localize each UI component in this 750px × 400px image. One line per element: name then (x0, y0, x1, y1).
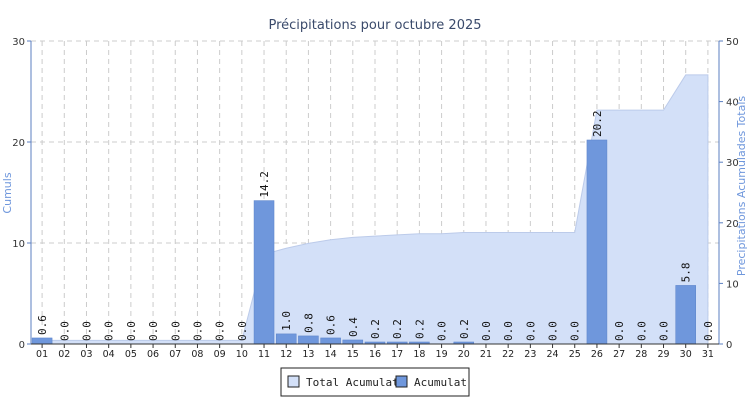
data-label-day-27: 0.0 (613, 321, 626, 341)
x-tick-label: 09 (214, 349, 226, 360)
data-label-day-07: 0.0 (169, 321, 182, 341)
chart-title: Précipitations pour octubre 2025 (268, 18, 481, 33)
x-tick-label: 05 (125, 349, 137, 360)
y-right-tick-label: 20 (726, 219, 739, 230)
x-tick-label: 03 (80, 349, 92, 360)
x-tick-label: 13 (302, 349, 314, 360)
x-tick-label: 14 (325, 349, 337, 360)
data-label-day-05: 0.0 (125, 321, 138, 341)
x-tick-label: 04 (103, 349, 115, 360)
x-tick-label: 18 (413, 349, 425, 360)
x-tick-label: 17 (391, 349, 403, 360)
data-label-day-20: 0.2 (458, 319, 471, 339)
legend-box (280, 367, 470, 397)
x-tick-label: 22 (502, 349, 514, 360)
data-label-day-23: 0.0 (524, 321, 537, 341)
x-tick-label: 08 (191, 349, 203, 360)
data-label-day-04: 0.0 (103, 321, 116, 341)
bar-day-14 (320, 337, 341, 345)
data-label-day-17: 0.2 (391, 319, 404, 339)
data-label-day-26: 20.2 (591, 110, 604, 137)
x-tick-label: 15 (347, 349, 359, 360)
total-acumulat-area (41, 74, 709, 345)
data-label-day-21: 0.0 (480, 321, 493, 341)
data-label-day-11: 14.2 (258, 171, 271, 198)
bar-day-13 (298, 335, 319, 345)
data-label-day-18: 0.2 (413, 319, 426, 339)
bar-layer (31, 139, 696, 345)
x-tick-label: 12 (280, 349, 292, 360)
x-tick-label: 23 (524, 349, 536, 360)
data-label-layer: 0.6 0.0 0.0 0.0 0.0 0.0 0.0 0.0 0.0 0.0 14.2 1.0 0.8… (36, 110, 715, 341)
bar-day-26 (586, 139, 608, 345)
bar-day-11 (253, 200, 275, 345)
y-left-tick-label: 0 (19, 340, 25, 351)
y-left-tick-label: 20 (12, 138, 25, 149)
data-label-day-24: 0.0 (547, 321, 560, 341)
x-tick-label: 27 (613, 349, 625, 360)
y-right-tick-label: 40 (726, 98, 739, 109)
y-right-tick-label: 10 (726, 279, 739, 290)
legend-swatch-daily (395, 375, 408, 388)
y-left-tick-label: 10 (12, 239, 25, 250)
x-tick-label: 31 (702, 349, 714, 360)
bar-day-15 (342, 339, 364, 345)
x-tick-label: 21 (480, 349, 492, 360)
data-label-day-25: 0.0 (569, 321, 582, 341)
data-label-day-08: 0.0 (191, 321, 204, 341)
data-label-day-02: 0.0 (58, 321, 71, 341)
data-label-day-31: 0.0 (702, 321, 715, 341)
x-tick-label: 20 (458, 349, 470, 360)
data-label-day-16: 0.2 (369, 319, 382, 339)
data-label-day-28: 0.0 (635, 321, 648, 341)
data-label-day-01: 0.6 (36, 315, 49, 335)
data-label-day-14: 0.6 (325, 315, 338, 335)
x-tick-label: 06 (147, 349, 159, 360)
bar-day-30 (675, 285, 696, 345)
y-axis-left-label: Cumuls (1, 172, 14, 213)
data-label-day-15: 0.4 (347, 317, 360, 337)
data-label-day-22: 0.0 (502, 321, 515, 341)
y-right-tick-label: 30 (726, 158, 739, 169)
data-label-day-13: 0.8 (302, 313, 315, 333)
x-tick-label: 28 (635, 349, 647, 360)
x-tick-label: 01 (36, 349, 48, 360)
y-axis-right-label: Precipitations Acumulades Totals (735, 96, 748, 276)
x-tick-label: 24 (547, 349, 559, 360)
x-tick-label: 19 (436, 349, 448, 360)
data-label-day-06: 0.0 (147, 321, 160, 341)
legend: Total Acumulat Acumulat (280, 367, 470, 397)
x-tick-label: 16 (369, 349, 381, 360)
legend-label-total: Total Acumulat (306, 376, 399, 389)
data-label-day-09: 0.0 (214, 321, 227, 341)
total-area-layer (41, 74, 709, 345)
y-right-tick-label: 0 (726, 340, 732, 351)
legend-swatch-total (287, 375, 300, 388)
y-right-tick-label: 50 (726, 37, 739, 48)
x-tick-label: 25 (569, 349, 581, 360)
x-tick-label: 29 (657, 349, 669, 360)
x-tick-label: 26 (591, 349, 603, 360)
y-left-tick-label: 30 (12, 37, 25, 48)
x-tick-label: 11 (258, 349, 270, 360)
data-label-day-12: 1.0 (280, 311, 293, 331)
data-label-day-10: 0.0 (236, 321, 249, 341)
x-tick-label: 30 (680, 349, 692, 360)
data-label-day-29: 0.0 (658, 321, 671, 341)
bar-day-12 (275, 333, 297, 345)
data-label-day-19: 0.0 (436, 321, 449, 341)
x-tick-label: 10 (236, 349, 248, 360)
axes: 0 10 20 30 0 10 20 30 40 50 01 02 03 04 05 06 07 08 09 10 11… (12, 37, 738, 360)
legend-label-daily: Acumulat (414, 376, 467, 389)
bar-day-01 (31, 337, 53, 345)
x-tick-label: 02 (58, 349, 70, 360)
data-label-day-03: 0.0 (80, 321, 93, 341)
x-tick-label: 07 (169, 349, 181, 360)
data-label-day-30: 5.8 (680, 263, 693, 283)
